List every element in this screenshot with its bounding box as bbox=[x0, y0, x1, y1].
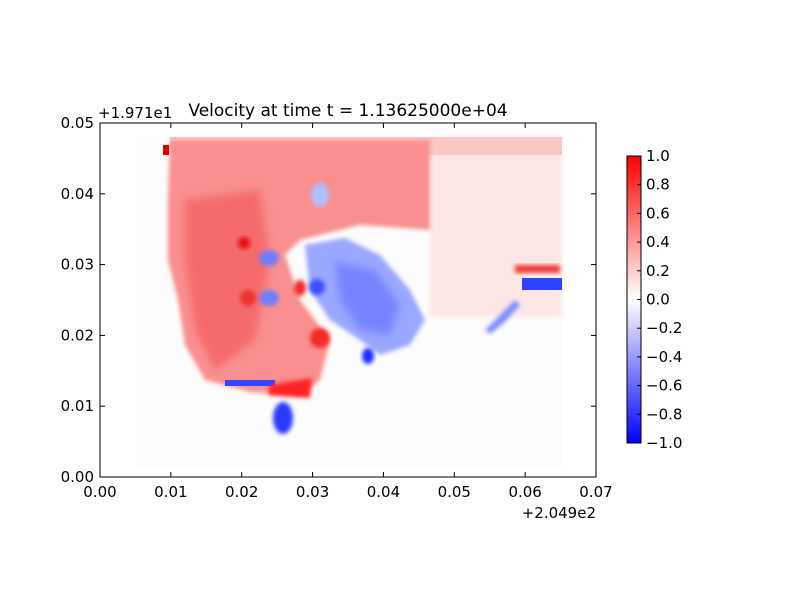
y-axis: 0.00 0.01 0.02 0.03 0.04 0.05 bbox=[61, 114, 596, 486]
x-axis: 0.00 0.01 0.02 0.03 0.04 0.05 0.06 0.07 bbox=[83, 123, 613, 501]
chart-title: Velocity at time t = 1.13625000e+04 bbox=[188, 101, 507, 121]
plot-frame bbox=[99, 122, 597, 478]
x-offset-label: +2.049e2 bbox=[522, 504, 596, 522]
y-tick-label: 0.00 bbox=[61, 468, 94, 486]
field-blue-spot bbox=[259, 290, 279, 306]
x-tick-label: 0.07 bbox=[579, 483, 612, 501]
x-tick-label: 0.04 bbox=[367, 483, 400, 501]
field-blue-streak bbox=[522, 278, 562, 290]
colorbar-tick-label: 0.0 bbox=[646, 291, 670, 309]
colorbar-tick-label: 0.4 bbox=[646, 233, 670, 251]
colorbar-tick-label: 0.6 bbox=[646, 204, 670, 222]
colorbar-tick-label: 0.2 bbox=[646, 262, 670, 280]
field-blue-spot bbox=[311, 183, 329, 207]
x-tick-label: 0.06 bbox=[508, 483, 541, 501]
colorbar: −1.0 −0.8 −0.6 −0.4 −0.2 0.0 0.2 0.4 0.6 0.8 1.0 bbox=[626, 147, 682, 452]
field-red-streak bbox=[268, 378, 312, 398]
colorbar-tick-label: −0.6 bbox=[646, 377, 682, 395]
field-red-spot bbox=[238, 237, 250, 249]
x-tick-label: 0.03 bbox=[296, 483, 329, 501]
x-tick-label: 0.01 bbox=[154, 483, 187, 501]
field-blue-spot bbox=[273, 402, 293, 434]
y-offset-label: +1.971e1 bbox=[98, 104, 172, 122]
x-tick-label: 0.00 bbox=[83, 483, 116, 501]
colorbar-tick-label: −1.0 bbox=[646, 434, 682, 452]
colorbar-tick-label: 0.8 bbox=[646, 176, 670, 194]
colorbar-tick-label: −0.4 bbox=[646, 348, 682, 366]
field-blue-spot bbox=[309, 279, 325, 295]
field-red-spot bbox=[310, 328, 330, 348]
velocity-field bbox=[136, 137, 562, 467]
field-red-spot bbox=[294, 280, 306, 296]
field-red-spot bbox=[240, 290, 256, 306]
y-tick-label: 0.05 bbox=[61, 114, 94, 132]
y-tick-label: 0.01 bbox=[61, 397, 94, 415]
x-tick-label: 0.05 bbox=[438, 483, 471, 501]
field-blue-spot bbox=[259, 250, 279, 266]
field-blue-streak bbox=[485, 300, 520, 334]
y-tick-label: 0.03 bbox=[61, 256, 94, 274]
field-blue-core bbox=[335, 262, 400, 335]
field-red-core bbox=[185, 190, 270, 370]
colorbar-tick-label: 1.0 bbox=[646, 147, 670, 165]
y-tick-label: 0.04 bbox=[61, 185, 94, 203]
colorbar-tick-label: −0.8 bbox=[646, 405, 682, 423]
colorbar-tick-label: −0.2 bbox=[646, 319, 682, 337]
field-blue-streak bbox=[225, 380, 275, 386]
field-red-streak bbox=[515, 265, 560, 273]
y-tick-label: 0.02 bbox=[61, 326, 94, 344]
field-red-spot bbox=[163, 145, 169, 155]
field-blue-spot bbox=[362, 348, 374, 364]
x-tick-label: 0.02 bbox=[225, 483, 258, 501]
colorbar-ticks: −1.0 −0.8 −0.6 −0.4 −0.2 0.0 0.2 0.4 0.6 0.8 1.0 bbox=[637, 147, 682, 452]
